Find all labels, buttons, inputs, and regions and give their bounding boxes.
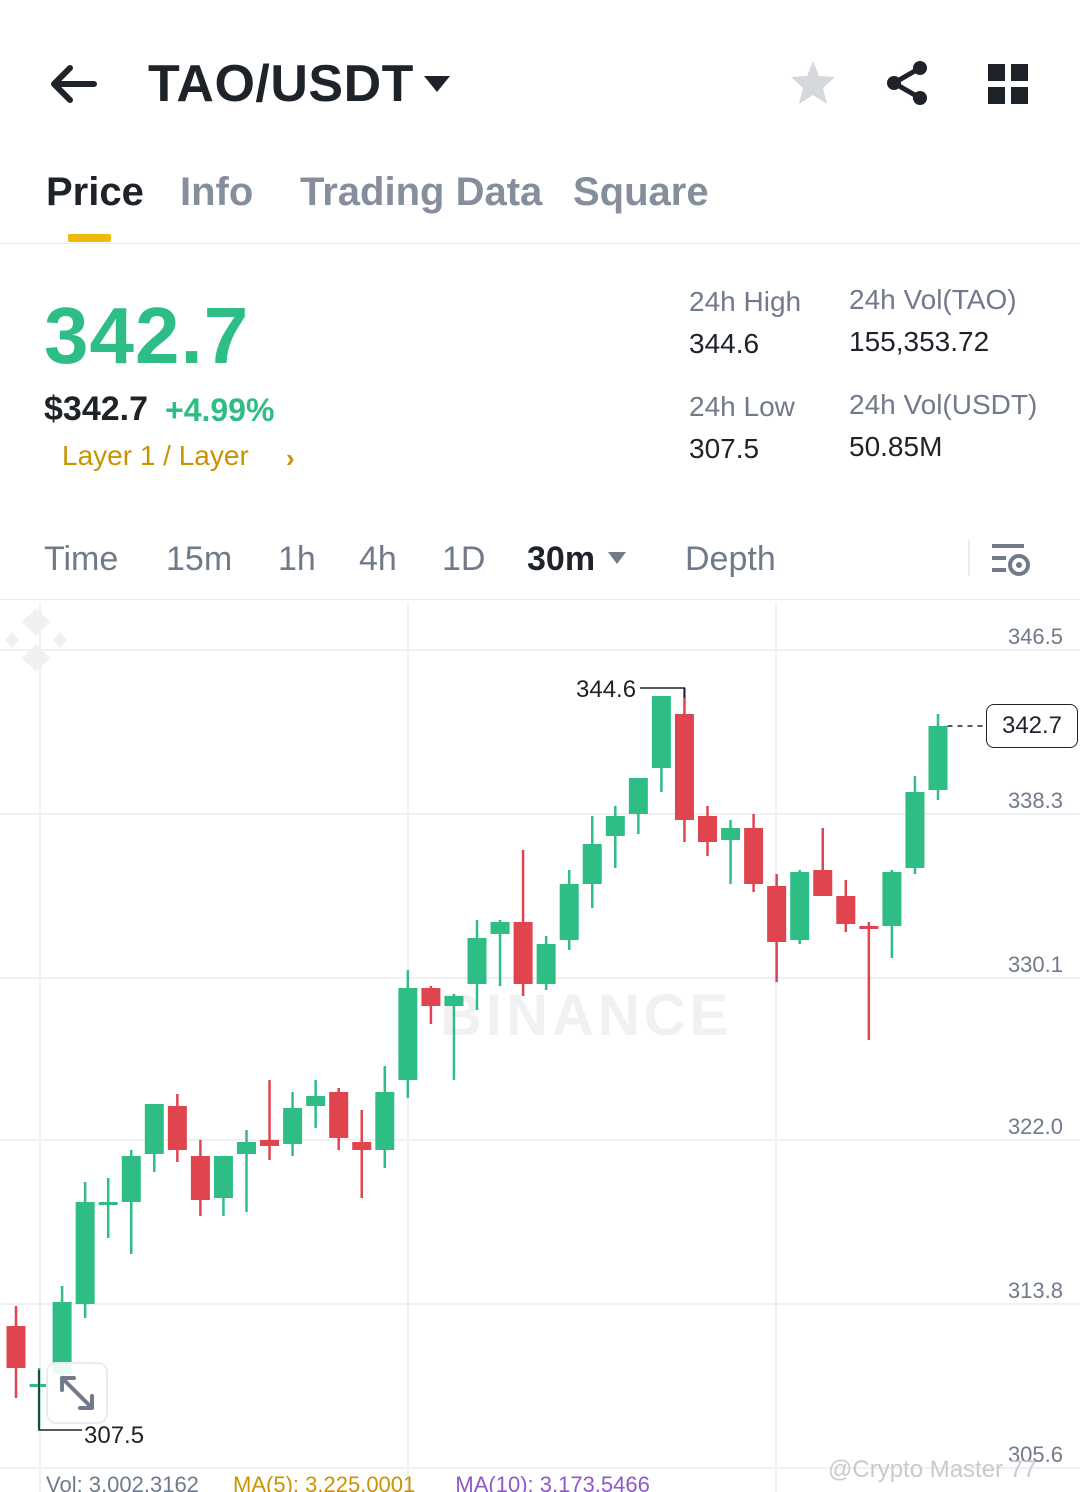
y-axis-tick-label: 305.6 [1008, 1442, 1063, 1467]
top-bar: TAO/USDT [0, 0, 1080, 160]
candle-body [260, 1140, 280, 1146]
category-tag-link[interactable]: Layer 1 / Layer [62, 440, 249, 471]
candle-body [651, 696, 671, 768]
tab-square[interactable]: Square [573, 170, 709, 214]
candle-body [190, 1156, 210, 1200]
candle-body [144, 1104, 164, 1154]
price-change-percent: +4.99% [165, 392, 275, 428]
candle-body [628, 778, 648, 814]
high-label: 24h High [689, 286, 802, 317]
interval-30m[interactable]: 30m [527, 540, 596, 578]
y-axis-tick-label: 338.3 [1008, 788, 1063, 813]
candle-body [352, 1142, 372, 1150]
candle-body [767, 886, 787, 942]
candle-body [605, 816, 625, 836]
candle-body [75, 1202, 95, 1304]
vol-base-value: 155,353.72 [849, 326, 990, 357]
tab-info[interactable]: Info [180, 170, 254, 214]
tab-trading-data[interactable]: Trading Data [300, 170, 543, 214]
credit-watermark: @Crypto Master 77 [828, 1456, 1037, 1483]
last-price: 342.7 [44, 291, 250, 380]
share-icon[interactable] [882, 58, 932, 108]
candle-body [213, 1156, 233, 1198]
candle-body [813, 870, 833, 896]
low-marker-line [38, 1370, 82, 1431]
candle-body [421, 988, 441, 1006]
caret-down-icon[interactable] [606, 550, 628, 566]
candle-body [467, 938, 487, 984]
star-icon[interactable] [788, 58, 838, 108]
high-marker-line [640, 687, 686, 698]
last-price-marker: 342.7 [986, 704, 1078, 748]
candle-body [559, 884, 579, 940]
candle-body [836, 896, 856, 924]
pair-title[interactable]: TAO/USDT [148, 55, 414, 113]
candle-body [790, 872, 810, 940]
volume-legend: Vol: 3,002.3162 MA(5): 3,225.0001 MA(10)… [46, 1472, 650, 1492]
high-marker-label: 344.6 [576, 676, 637, 703]
interval-1h[interactable]: 1h [278, 540, 316, 578]
interval-time[interactable]: Time [44, 540, 119, 578]
chevron-right-icon[interactable]: › [286, 443, 295, 473]
interval-4h[interactable]: 4h [359, 540, 397, 578]
candle-body [744, 828, 764, 884]
candle-body [536, 944, 556, 984]
grid-icon[interactable] [986, 62, 1030, 106]
vol-quote-value: 50.85M [849, 431, 943, 462]
legend-ma10: MA(10): 3,173.5466 [455, 1472, 650, 1492]
candle-body [375, 1092, 395, 1150]
tab-bar: Price Info Trading Data Square [0, 160, 1080, 244]
candle-body [721, 828, 741, 840]
chart-settings-icon[interactable] [990, 538, 1032, 580]
candle-body [329, 1092, 349, 1138]
high-value: 344.6 [689, 328, 760, 359]
candle-body [513, 922, 533, 984]
candle-body [237, 1142, 256, 1154]
y-axis-tick-label: 313.8 [1008, 1278, 1063, 1303]
candle-body [398, 988, 418, 1080]
expand-icon [60, 1376, 94, 1410]
usd-price: $342.7 [44, 390, 148, 428]
candle-body [674, 714, 694, 820]
candle-body [490, 922, 510, 934]
candle-body [121, 1156, 141, 1202]
candle-body [98, 1202, 118, 1205]
candle-body [6, 1326, 26, 1368]
candle-body [52, 1302, 72, 1374]
legend-ma5: MA(5): 3,225.0001 [233, 1472, 416, 1492]
candle-body [859, 926, 879, 929]
interval-15m[interactable]: 15m [166, 540, 233, 578]
divider [968, 540, 970, 576]
interval-depth[interactable]: Depth [685, 540, 776, 578]
interval-bar: Time 15m 1h 4h 1D 30m Depth [0, 520, 1080, 600]
candlestick-chart[interactable]: BINANCE 346.5 338.3 330.1 322.0 313.8 305.6 3… [0, 602, 1080, 1492]
low-label: 24h Low [689, 391, 795, 422]
candle-body [306, 1096, 326, 1106]
chart-canvas: 346.5 338.3 330.1 322.0 313.8 305.6 [0, 602, 1080, 1492]
interval-1d[interactable]: 1D [442, 540, 486, 578]
low-marker-label: 307.5 [84, 1422, 145, 1449]
candle-body [905, 792, 925, 868]
candle-body [698, 816, 717, 842]
vol-base-label: 24h Vol(TAO) [849, 284, 1017, 315]
y-axis-tick-label: 322.0 [1008, 1114, 1063, 1139]
legend-vol: Vol: 3,002.3162 [46, 1472, 199, 1492]
low-value: 307.5 [689, 433, 760, 464]
tab-price[interactable]: Price [46, 170, 144, 214]
vol-quote-label: 24h Vol(USDT) [849, 389, 1038, 420]
caret-down-icon[interactable] [422, 72, 452, 96]
y-axis-tick-label: 330.1 [1008, 952, 1063, 977]
candle-body [167, 1106, 187, 1150]
y-axis-tick-label: 346.5 [1008, 624, 1063, 649]
candle-body [928, 726, 948, 790]
active-tab-indicator [68, 234, 111, 242]
expand-chart-button[interactable] [46, 1362, 108, 1424]
watermark-logo-icon [4, 608, 68, 672]
arrow-left-icon[interactable] [46, 60, 100, 108]
candle-body [882, 872, 902, 926]
candle-body [582, 844, 602, 884]
candle-body [283, 1108, 303, 1144]
watermark: BINANCE [440, 983, 733, 1048]
candle-body [444, 996, 464, 1006]
